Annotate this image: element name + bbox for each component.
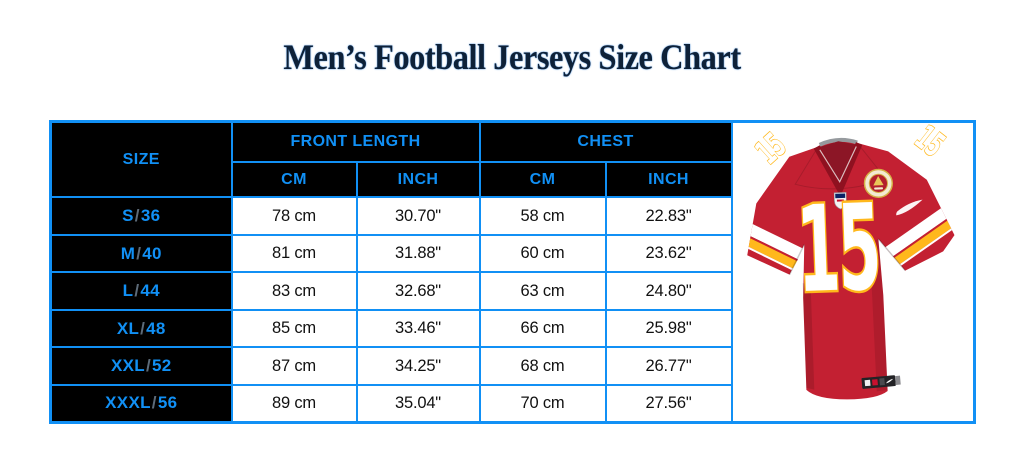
front-cm-value: 81 cm: [230, 233, 358, 274]
size-name: XXL: [110, 356, 145, 376]
chest-cm-value: 60 cm: [478, 233, 607, 274]
size-label: XXL/52: [49, 346, 233, 386]
front-inch-value: 30.70": [355, 196, 481, 236]
header-size: SIZE: [49, 120, 233, 199]
chest-cm-value: 70 cm: [478, 383, 607, 424]
chest-cm-value: 58 cm: [478, 196, 607, 236]
size-number: 40: [142, 243, 162, 263]
jersey-image: 15 15 15: [743, 123, 956, 400]
front-inch-value: 34.25": [355, 346, 481, 386]
front-inch-value: 33.46": [355, 308, 481, 349]
front-cm-value: 83 cm: [230, 271, 358, 311]
size-label: S/36: [49, 196, 233, 236]
size-number: 56: [157, 393, 178, 413]
front-inch-value: 31.88": [355, 233, 481, 274]
size-number: 52: [151, 356, 172, 376]
chest-inch-value: 26.77": [604, 346, 733, 386]
size-name: XXXL: [105, 393, 151, 413]
table-row: XL/48 85 cm 33.46" 66 cm 25.98": [49, 308, 975, 349]
size-chart-table: SIZE FRONT LENGTH CHEST: [49, 120, 977, 424]
size-slash: /: [151, 393, 157, 413]
header-chest-cm: CM: [478, 161, 607, 199]
chest-inch-value: 25.98": [604, 308, 733, 349]
table-row: XXXL/56 89 cm 35.04" 70 cm 27.56": [49, 383, 975, 424]
collar-inner: [820, 141, 856, 183]
svg-text:15: 15: [907, 123, 951, 165]
header-front-inch: INCH: [355, 161, 481, 199]
table-row: XXL/52 87 cm 34.25" 68 cm 26.77": [49, 346, 975, 386]
front-cm-value: 85 cm: [230, 308, 358, 349]
size-number: 36: [140, 206, 161, 226]
jersey-body: [746, 141, 954, 400]
size-name: S: [122, 206, 134, 226]
chest-inch-value: 24.80": [604, 271, 733, 311]
header-row-units: CM INCH CM INCH: [51, 161, 975, 199]
size-number: 48: [146, 318, 166, 338]
left-cuff-seam: [788, 244, 805, 275]
jersey-mesh-panel: [802, 283, 814, 390]
size-label: XL/48: [49, 308, 233, 349]
size-name: M: [120, 243, 136, 263]
front-inch-value: 32.68": [355, 271, 481, 311]
size-label: L/44: [49, 271, 233, 311]
size-slash: /: [136, 243, 142, 263]
size-label: XXXL/56: [49, 383, 233, 424]
right-shoulder-number: 15: [906, 123, 951, 165]
collar-back-strip: [818, 137, 858, 147]
size-name: L: [122, 281, 134, 301]
front-cm-value: 78 cm: [230, 196, 358, 236]
jersey-cell: 15 15 15: [730, 120, 976, 424]
front-inch-value: 35.04": [355, 383, 481, 424]
jock-tag: [861, 375, 901, 389]
chest-cm-value: 68 cm: [478, 346, 607, 386]
chest-inch-value: 22.83": [604, 196, 733, 236]
chest-cm-value: 66 cm: [478, 308, 607, 349]
page-title: Men’s Football Jerseys Size Chart: [283, 37, 741, 77]
size-slash: /: [140, 318, 146, 338]
size-number: 44: [140, 281, 160, 301]
chest-cm-value: 63 cm: [478, 271, 607, 311]
front-cm-value: 89 cm: [230, 383, 358, 424]
right-cuff-seam: [877, 238, 906, 272]
table-row: M/40 81 cm 31.88" 60 cm 23.62": [49, 233, 975, 274]
front-cm-value: 87 cm: [230, 346, 358, 386]
size-slash: /: [134, 206, 140, 226]
size-name: XL: [116, 318, 140, 338]
header-chest-inch: INCH: [604, 161, 733, 199]
size-label: M/40: [49, 233, 233, 274]
header-front-length: FRONT LENGTH: [230, 120, 481, 164]
svg-text:15: 15: [794, 179, 881, 320]
chest-inch-value: 27.56": [604, 383, 733, 424]
chest-inch-value: 23.62": [604, 233, 733, 274]
collar-piping: [818, 146, 857, 183]
nfl-shield-icon: [833, 192, 847, 210]
header-row-groups: SIZE FRONT LENGTH CHEST: [49, 120, 976, 424]
nike-swoosh-icon: [895, 199, 923, 216]
table-row: S/36 78 cm 30.70" 58 cm 22.83": [49, 196, 975, 236]
size-slash: /: [134, 281, 140, 301]
size-slash: /: [145, 356, 151, 376]
collar-trim: [813, 142, 862, 197]
header-front-cm: CM: [230, 161, 358, 199]
chest-number: 15: [793, 177, 883, 321]
header-chest: CHEST: [478, 120, 733, 164]
jersey-shading: [869, 238, 888, 392]
table-row: L/44 83 cm 32.68" 63 cm 24.80": [49, 271, 975, 311]
team-patch-icon: [863, 168, 893, 198]
